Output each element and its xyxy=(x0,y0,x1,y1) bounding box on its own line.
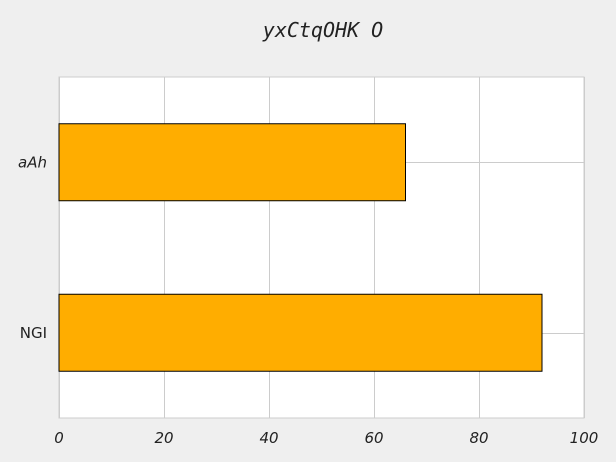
x-tick-label: 60 xyxy=(364,429,383,447)
bars xyxy=(58,123,543,372)
x-tick-label: 80 xyxy=(469,429,488,447)
bar-NGI xyxy=(58,293,543,372)
y-tick-label: NGI xyxy=(20,324,47,342)
x-axis-ticks: 0 20 40 60 80 100 xyxy=(54,429,598,447)
x-tick-label: 20 xyxy=(154,429,173,447)
y-tick-label: aAh xyxy=(18,153,47,171)
chart-title: yxCtqOHK O xyxy=(262,18,383,42)
x-tick-label: 0 xyxy=(54,429,64,447)
y-axis-ticks: aAh NGI xyxy=(18,153,47,342)
x-tick-label: 100 xyxy=(570,429,599,447)
x-tick-label: 40 xyxy=(259,429,278,447)
bar-aAh xyxy=(58,123,406,202)
